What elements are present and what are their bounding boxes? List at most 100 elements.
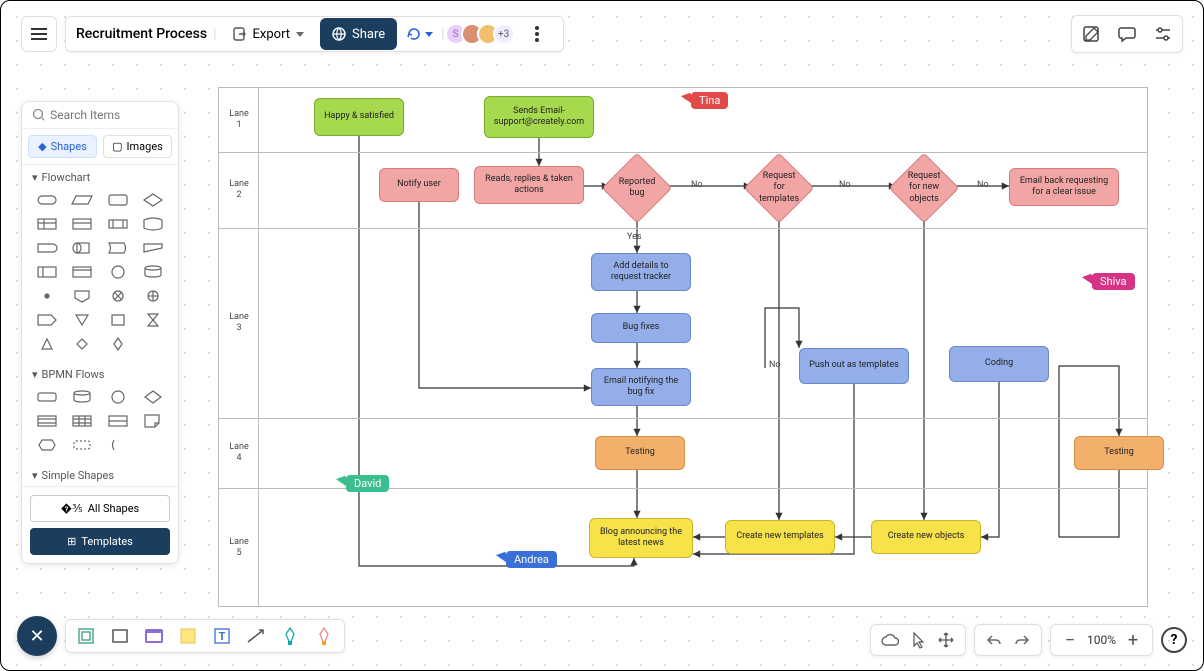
flowchart-shape-5[interactable] [66,214,100,234]
zoom-in-icon[interactable]: + [1122,629,1144,651]
flowchart-shape-3[interactable] [137,190,171,210]
flowchart-shape-1[interactable] [66,190,100,210]
section-flowchart[interactable]: ▾ Flowchart [22,165,178,188]
zoom-value: 100% [1087,633,1116,647]
flowchart-shape-27[interactable] [137,334,171,354]
flowchart-shape-19[interactable] [137,286,171,306]
section-bpmn[interactable]: ▾ BPMN Flows [22,362,178,385]
flowchart-shape-21[interactable] [66,310,100,330]
collaborator-avatars[interactable]: S +3 [451,23,515,45]
flowchart-shape-18[interactable] [101,286,135,306]
node-email_support[interactable]: Sends Email- support@creately.com [484,96,594,138]
bpmn-shape-2[interactable] [101,387,135,407]
search-input[interactable] [50,108,168,122]
settings-icon[interactable] [1148,20,1178,48]
tab-images[interactable]: ▢Images [103,135,172,158]
node-testing1[interactable]: Testing [595,436,685,470]
flowchart-shape-22[interactable] [101,310,135,330]
help-button[interactable]: ? [1161,627,1187,653]
lane-label-4: Lane4 [219,418,259,488]
document-title[interactable]: Recruitment Process [76,26,207,42]
undo-icon[interactable] [983,629,1005,651]
node-enotify[interactable]: Email notifying the bug fix [591,368,691,406]
edit-icon[interactable] [1076,20,1106,48]
share-button[interactable]: Share [320,18,397,50]
bpmn-shape-0[interactable] [30,387,64,407]
templates-button[interactable]: ⊞Templates [30,528,170,555]
bpmn-shape-9[interactable] [66,435,100,455]
zoom-out-icon[interactable]: − [1059,629,1081,651]
lane-label-1: Lane1 [219,88,259,152]
node-happy[interactable]: Happy & satisfied [314,98,404,136]
text-icon[interactable]: T [210,624,234,648]
flowchart-shape-25[interactable] [66,334,100,354]
comment-icon[interactable] [1112,20,1142,48]
flowchart-shape-9[interactable] [66,238,100,258]
node-tmpl[interactable]: Request for templates [744,153,815,224]
flowchart-shape-20[interactable] [30,310,64,330]
flowchart-shape-11[interactable] [137,238,171,258]
node-fixes[interactable]: Bug fixes [591,313,691,343]
bpmn-shape-6[interactable] [101,411,135,431]
edge-label: No [769,360,781,370]
tab-shapes[interactable]: ◆Shapes [28,135,97,158]
flowchart-shape-2[interactable] [101,190,135,210]
bpmn-shape-8[interactable] [30,435,64,455]
flowchart-shape-4[interactable] [30,214,64,234]
node-obj[interactable]: Request for new objects [889,153,960,224]
node-clear[interactable]: Email back requesting for a clear issue [1009,168,1119,206]
node-reads[interactable]: Reads, replies & taken actions [474,166,584,204]
edge-label: No [977,180,989,190]
flowchart-shape-15[interactable] [137,262,171,282]
sync-button[interactable] [403,18,435,50]
move-icon[interactable] [935,629,957,651]
pointer-icon[interactable] [907,629,929,651]
flowchart-shape-16[interactable] [30,286,64,306]
bpmn-shape-1[interactable] [66,387,100,407]
flowchart-shape-7[interactable] [137,214,171,234]
node-blog[interactable]: Blog announcing the latest news [589,518,693,558]
highlighter-icon[interactable] [312,624,336,648]
all-shapes-button[interactable]: �⅗All Shapes [30,495,170,522]
flowchart-shape-24[interactable] [30,334,64,354]
flowchart-shape-10[interactable] [101,238,135,258]
swimlane-diagram[interactable]: Lane1Lane2Lane3Lane4Lane5 Happy & satisf… [218,87,1148,607]
flowchart-shape-0[interactable] [30,190,64,210]
hamburger-menu[interactable] [21,16,57,52]
node-bug[interactable]: Reported bug [602,153,673,224]
note-icon[interactable] [176,624,200,648]
export-button[interactable]: Export [223,18,315,50]
bpmn-shape-4[interactable] [30,411,64,431]
table-icon[interactable] [142,624,166,648]
rect-icon[interactable] [108,624,132,648]
close-fab[interactable]: ✕ [17,616,57,656]
bpmn-shape-5[interactable] [66,411,100,431]
node-testing2[interactable]: Testing [1074,436,1164,470]
flowchart-shape-8[interactable] [30,238,64,258]
bpmn-shape-7[interactable] [137,411,171,431]
node-ctmpl[interactable]: Create new templates [725,520,835,554]
flowchart-shape-26[interactable] [101,334,135,354]
more-menu[interactable] [521,18,553,50]
bpmn-shape-11[interactable] [137,435,171,455]
flowchart-shape-6[interactable] [101,214,135,234]
edge-label: No [691,180,703,190]
frame-icon[interactable] [74,624,98,648]
flowchart-shape-17[interactable] [66,286,100,306]
pen-icon[interactable] [278,624,302,648]
flowchart-shape-12[interactable] [30,262,64,282]
node-coding[interactable]: Coding [949,346,1049,382]
flowchart-shape-23[interactable] [137,310,171,330]
flowchart-shape-14[interactable] [101,262,135,282]
cloud-icon[interactable] [879,629,901,651]
node-push[interactable]: Push out as templates [799,348,909,384]
flowchart-shape-13[interactable] [66,262,100,282]
node-notify[interactable]: Notify user [379,168,459,202]
arrow-icon[interactable] [244,624,268,648]
section-simple[interactable]: ▾ Simple Shapes [22,463,178,486]
node-cobj[interactable]: Create new objects [871,520,981,554]
redo-icon[interactable] [1011,629,1033,651]
bpmn-shape-10[interactable] [101,435,135,455]
bpmn-shape-3[interactable] [137,387,171,407]
node-details[interactable]: Add details to request tracker [591,253,691,291]
